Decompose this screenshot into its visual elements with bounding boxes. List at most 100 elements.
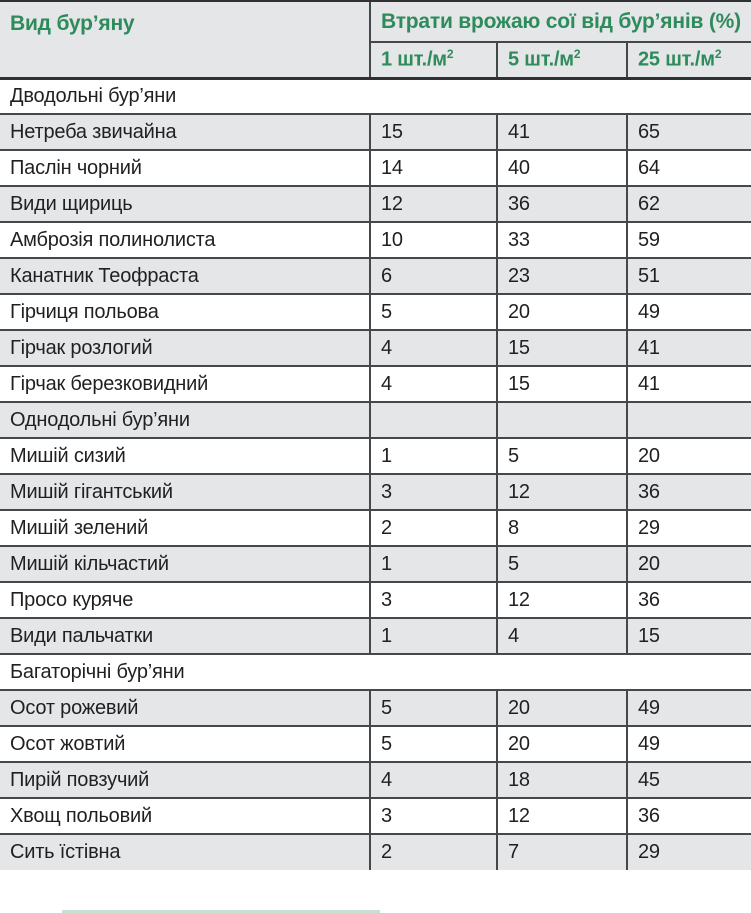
loss-value-cell: 5	[369, 690, 497, 726]
section-label: Багаторічні бур’яни	[10, 660, 185, 683]
loss-value-cell: 20	[496, 690, 627, 726]
weed-name-cell: Паслін чорний	[10, 156, 142, 179]
table-row: Мишій кільчастий 1 5 20	[0, 546, 751, 582]
loss-value-cell: 6	[369, 258, 497, 294]
weed-name-cell: Осот жовтий	[10, 732, 126, 755]
section-label: Дводольні бур’яни	[10, 84, 177, 107]
loss-value-cell: 64	[625, 150, 751, 186]
table-header: Вид бур’яну Втрати врожаю сої від бур’ян…	[0, 2, 751, 78]
loss-value-cell: 1	[369, 618, 497, 654]
weed-name-cell: Мишій кільчастий	[10, 552, 169, 575]
loss-value-cell: 29	[625, 510, 751, 546]
loss-value-cell: 4	[369, 330, 497, 366]
weed-name-cell: Нетреба звичайна	[10, 120, 177, 143]
loss-value-cell: 10	[369, 222, 497, 258]
density-label: 5 шт./м	[508, 49, 574, 72]
loss-value-cell: 33	[496, 222, 627, 258]
section-label: Однодольні бур’яни	[10, 408, 190, 431]
loss-value-cell: 40	[496, 150, 627, 186]
loss-value-cell: 41	[625, 366, 751, 402]
superscript-2: 2	[573, 47, 581, 62]
loss-value-cell: 1	[369, 438, 497, 474]
loss-value-cell: 12	[496, 474, 627, 510]
weed-name-cell: Сить їстівна	[10, 841, 121, 863]
table-row: Сить їстівна 2 7 29	[0, 834, 751, 870]
loss-value-cell: 36	[625, 582, 751, 618]
loss-value-cell: 2	[369, 834, 497, 870]
table-row: Гірчак розлогий 4 15 41	[0, 330, 751, 366]
table-body: Дводольні бур’яни Нетреба звичайна 15 41 65 П…	[0, 78, 751, 870]
loss-value-cell: 14	[369, 150, 497, 186]
loss-value-cell: 36	[625, 798, 751, 834]
column-header-25-per-m2: 25 шт./м2	[625, 42, 751, 78]
section-row: Багаторічні бур’яни	[0, 654, 751, 690]
table-row: Просо куряче 3 12 36	[0, 582, 751, 618]
loss-value-cell: 18	[496, 762, 627, 798]
loss-value-cell: 65	[625, 114, 751, 150]
loss-value-cell: 41	[625, 330, 751, 366]
superscript-2: 2	[446, 47, 454, 62]
loss-value-cell: 3	[369, 798, 497, 834]
table-row: Мишій зелений 2 8 29	[0, 510, 751, 546]
weed-yield-loss-table: Вид бур’яну Втрати врожаю сої від бур’ян…	[0, 2, 751, 870]
loss-value-cell: 59	[625, 222, 751, 258]
loss-value-cell: 62	[625, 186, 751, 222]
loss-value-cell: 8	[496, 510, 627, 546]
loss-value-cell: 3	[369, 582, 497, 618]
column-header-5-per-m2: 5 шт./м2	[496, 42, 627, 78]
table-row: Осот рожевий 5 20 49	[0, 690, 751, 726]
density-label: 1 шт./м	[381, 49, 447, 72]
loss-value-cell: 49	[625, 690, 751, 726]
loss-value-cell: 41	[496, 114, 627, 150]
superscript-2: 2	[714, 47, 722, 62]
weed-name-cell: Хвощ польовий	[10, 804, 152, 827]
header-row-main: Вид бур’яну Втрати врожаю сої від бур’ян…	[0, 2, 751, 78]
table-row: Види щириць 12 36 62	[0, 186, 751, 222]
loss-value-cell: 36	[496, 186, 627, 222]
table-row: Паслін чорний 14 40 64	[0, 150, 751, 186]
loss-value-cell: 12	[496, 582, 627, 618]
density-label: 25 шт./м	[638, 49, 715, 72]
loss-value-cell: 3	[369, 474, 497, 510]
table-row: Види пальчатки 1 4 15	[0, 618, 751, 654]
table-row: Осот жовтий 5 20 49	[0, 726, 751, 762]
header-row-densities: 1 шт./м2 5 шт./м2 25 шт./м2	[0, 42, 751, 78]
loss-value-cell: 20	[625, 546, 751, 582]
loss-value-cell: 29	[625, 834, 751, 870]
weed-name-cell: Амброзія полинолиста	[10, 228, 216, 251]
loss-value-cell: 51	[625, 258, 751, 294]
loss-value-cell: 15	[496, 366, 627, 402]
loss-value-cell: 4	[369, 762, 497, 798]
table-row: Хвощ польовий 3 12 36	[0, 798, 751, 834]
loss-value-cell: 7	[496, 834, 627, 870]
weed-name-cell: Гірчиця польова	[10, 300, 159, 323]
loss-value-cell: 15	[369, 114, 497, 150]
weed-name-cell: Мишій гігантський	[10, 480, 173, 503]
loss-value-cell: 20	[496, 294, 627, 330]
table-row: Мишій сизий 1 5 20	[0, 438, 751, 474]
table-row: Гірчиця польова 5 20 49	[0, 294, 751, 330]
table-row: Пирій повзучий 4 18 45	[0, 762, 751, 798]
loss-value-cell: 5	[496, 546, 627, 582]
section-row: Дводольні бур’яни	[0, 78, 751, 114]
loss-value-cell: 5	[496, 438, 627, 474]
loss-value-cell	[369, 402, 497, 438]
loss-value-cell: 5	[369, 294, 497, 330]
section-row: Однодольні бур’яни	[0, 402, 751, 438]
table-row: Гірчак березковидний 4 15 41	[0, 366, 751, 402]
weed-name-cell: Мишій зелений	[10, 516, 149, 539]
loss-value-cell: 1	[369, 546, 497, 582]
weed-name-cell: Осот рожевий	[10, 696, 139, 719]
page-bottom-green-strip	[62, 910, 380, 913]
loss-value-cell: 20	[625, 438, 751, 474]
loss-value-cell: 2	[369, 510, 497, 546]
weed-name-cell: Види пальчатки	[10, 624, 154, 647]
table-row: Канатник Теофраста 6 23 51	[0, 258, 751, 294]
column-header-loss-group: Втрати врожаю сої від бур’янів (%)	[370, 2, 751, 43]
loss-value-cell	[625, 402, 751, 438]
loss-value-cell: 45	[625, 762, 751, 798]
loss-value-cell: 23	[496, 258, 627, 294]
loss-value-cell: 49	[625, 294, 751, 330]
table-row: Нетреба звичайна 15 41 65	[0, 114, 751, 150]
